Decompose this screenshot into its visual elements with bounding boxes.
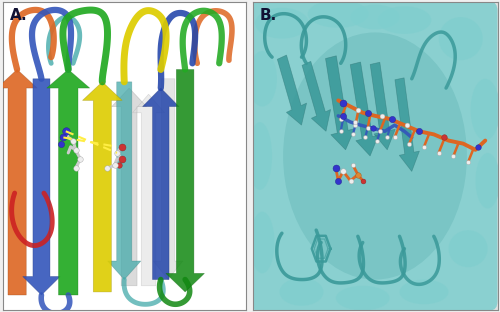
Ellipse shape [336, 286, 390, 310]
Polygon shape [154, 79, 183, 280]
Polygon shape [0, 70, 37, 295]
Ellipse shape [438, 17, 483, 60]
Ellipse shape [378, 6, 432, 34]
Ellipse shape [350, 5, 400, 29]
FancyBboxPatch shape [250, 2, 498, 310]
Ellipse shape [255, 8, 309, 39]
Polygon shape [166, 70, 204, 292]
Polygon shape [82, 82, 122, 292]
Polygon shape [326, 56, 354, 150]
Polygon shape [112, 88, 146, 286]
Ellipse shape [470, 79, 500, 140]
Ellipse shape [448, 230, 488, 267]
Polygon shape [108, 82, 141, 280]
Polygon shape [302, 61, 330, 131]
Ellipse shape [248, 51, 277, 107]
Polygon shape [395, 78, 419, 172]
Polygon shape [142, 88, 179, 280]
Ellipse shape [476, 153, 500, 208]
Ellipse shape [308, 0, 369, 28]
Text: A.: A. [10, 8, 28, 23]
Polygon shape [47, 70, 90, 295]
Ellipse shape [400, 280, 448, 304]
Text: B.: B. [260, 8, 277, 23]
Polygon shape [370, 62, 396, 150]
Ellipse shape [280, 278, 324, 306]
Polygon shape [350, 62, 378, 156]
Polygon shape [22, 79, 60, 295]
Polygon shape [278, 55, 306, 125]
Ellipse shape [283, 32, 467, 280]
Ellipse shape [248, 122, 272, 190]
Ellipse shape [250, 212, 274, 273]
Polygon shape [132, 94, 164, 286]
